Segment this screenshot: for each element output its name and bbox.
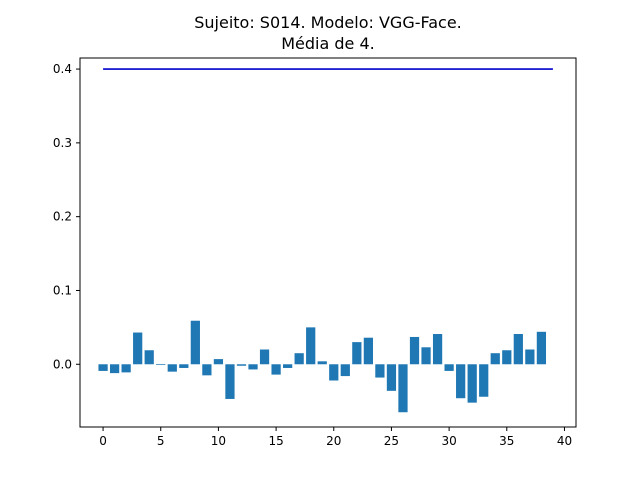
bar-20 [329, 364, 339, 381]
bar-2 [121, 364, 131, 373]
bar-36 [513, 334, 523, 365]
bar-30 [444, 364, 454, 371]
bar-25 [386, 364, 397, 391]
axes: 0 5 10 15 20 25 30 35 40 0.0 0.1 0.2 0.3 0.4 [53, 57, 577, 448]
bar-9 [202, 364, 212, 376]
bar-34 [490, 353, 500, 365]
bar-35 [502, 350, 512, 365]
bar-24 [375, 364, 385, 378]
bar-0 [98, 364, 108, 371]
x-tick-label-5: 5 [157, 434, 165, 448]
x-tick-label-0: 0 [99, 434, 107, 448]
bar-18 [306, 327, 316, 365]
x-tick-label-20: 20 [326, 434, 341, 448]
y-tick-label-1: 0.1 [53, 283, 72, 297]
x-tick-label-35: 35 [499, 434, 514, 448]
bar-22 [352, 342, 362, 365]
bar-17 [294, 353, 304, 365]
x-tick-label-10: 10 [211, 434, 226, 448]
bar-37 [525, 349, 535, 365]
y-tick-label-4: 0.4 [53, 62, 72, 76]
x-tick-label-25: 25 [384, 434, 399, 448]
bar-12 [236, 364, 247, 366]
bar-14 [259, 349, 270, 365]
bar-29 [432, 334, 443, 365]
bar-38 [536, 331, 547, 365]
bar-16 [283, 364, 293, 368]
bar-33 [479, 364, 489, 397]
bar-series [98, 320, 547, 413]
bar-5 [156, 364, 166, 366]
bar-15 [271, 364, 281, 375]
x-tick-label-15: 15 [268, 434, 283, 448]
chart-title-line-1: Sujeito: S014. Modelo: VGG-Face. [194, 13, 462, 32]
bar-3 [133, 332, 143, 365]
bar-13 [248, 364, 258, 370]
bar-21 [340, 364, 350, 377]
chart-title-line-2: Média de 4. [281, 34, 375, 53]
plot-frame [79, 57, 577, 428]
bar-31 [456, 364, 466, 399]
bar-7 [179, 364, 189, 368]
x-tick-label-30: 30 [441, 434, 456, 448]
y-tick-label-3: 0.3 [53, 136, 72, 150]
bar-19 [317, 361, 327, 365]
bar-32 [467, 364, 477, 403]
bar-6 [167, 364, 177, 372]
y-tick-label-2: 0.2 [53, 210, 72, 224]
bar-11 [225, 364, 235, 399]
bar-1 [109, 364, 120, 374]
bar-26 [398, 364, 408, 413]
bar-27 [409, 336, 420, 365]
x-tick-label-40: 40 [557, 434, 572, 448]
bar-4 [144, 350, 154, 365]
y-tick-label-0: 0.0 [53, 357, 72, 371]
bar-28 [421, 347, 431, 365]
bar-23 [363, 337, 373, 365]
bar-10 [213, 359, 224, 365]
bar-8 [190, 320, 200, 365]
